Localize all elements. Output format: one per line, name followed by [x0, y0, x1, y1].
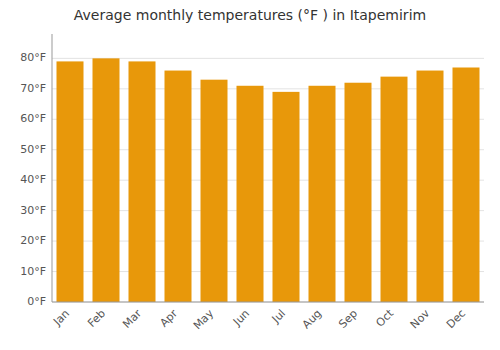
- x-tick-label: Sep: [336, 307, 360, 331]
- grid-line: [52, 302, 484, 303]
- bar: [345, 83, 372, 302]
- bar: [381, 77, 408, 302]
- x-tick-label: Mar: [120, 307, 144, 331]
- y-tick-label: 70°F: [20, 82, 46, 95]
- bar: [417, 71, 444, 302]
- bar: [201, 80, 228, 302]
- x-tick-label: Jul: [269, 307, 288, 326]
- bar: [57, 61, 84, 302]
- bar: [273, 92, 300, 302]
- bars: [57, 58, 480, 302]
- x-axis-line: [52, 302, 484, 303]
- x-tick-label: Apr: [157, 307, 180, 330]
- x-tick-label: Feb: [85, 307, 108, 330]
- grid: [52, 58, 484, 302]
- x-tick-label: Dec: [444, 307, 468, 331]
- bar: [165, 71, 192, 302]
- title: Average monthly temperatures (°F ) in It…: [74, 7, 426, 23]
- y-tick-labels: 0°F 10°F 20°F 30°F 40°F 50°F 60°F 70°F 80°F: [20, 51, 46, 308]
- y-tick-label: 40°F: [20, 173, 46, 186]
- x-tick-label: Oct: [373, 306, 396, 329]
- y-tick-label: 10°F: [20, 265, 46, 278]
- y-tick-label: 0°F: [27, 295, 46, 308]
- chart-container: 0°F 10°F 20°F 30°F 40°F 50°F 60°F 70°F 80°F Jan Fe…: [0, 0, 500, 350]
- bar: [309, 86, 336, 302]
- y-tick-label: 60°F: [20, 112, 46, 125]
- bar: [237, 86, 264, 302]
- bar: [129, 61, 156, 302]
- y-tick-label: 50°F: [20, 143, 46, 156]
- x-tick-label: Nov: [408, 307, 433, 332]
- bar: [93, 58, 120, 302]
- chart-svg: 0°F 10°F 20°F 30°F 40°F 50°F 60°F 70°F 80°F Jan Fe…: [0, 0, 500, 350]
- x-tick-labels: Jan Feb Mar Apr May Jun Jul Aug Sep Oct Nov Dec: [50, 306, 468, 332]
- y-tick-label: 30°F: [20, 204, 46, 217]
- y-tick-label: 80°F: [20, 51, 46, 64]
- bar: [453, 68, 480, 303]
- x-tick-label: Jun: [230, 307, 252, 329]
- y-axis-line: [52, 34, 53, 302]
- y-tick-label: 20°F: [20, 234, 46, 247]
- x-tick-label: Aug: [300, 307, 324, 331]
- x-tick-label: May: [191, 307, 217, 333]
- x-tick-label: Jan: [50, 307, 72, 329]
